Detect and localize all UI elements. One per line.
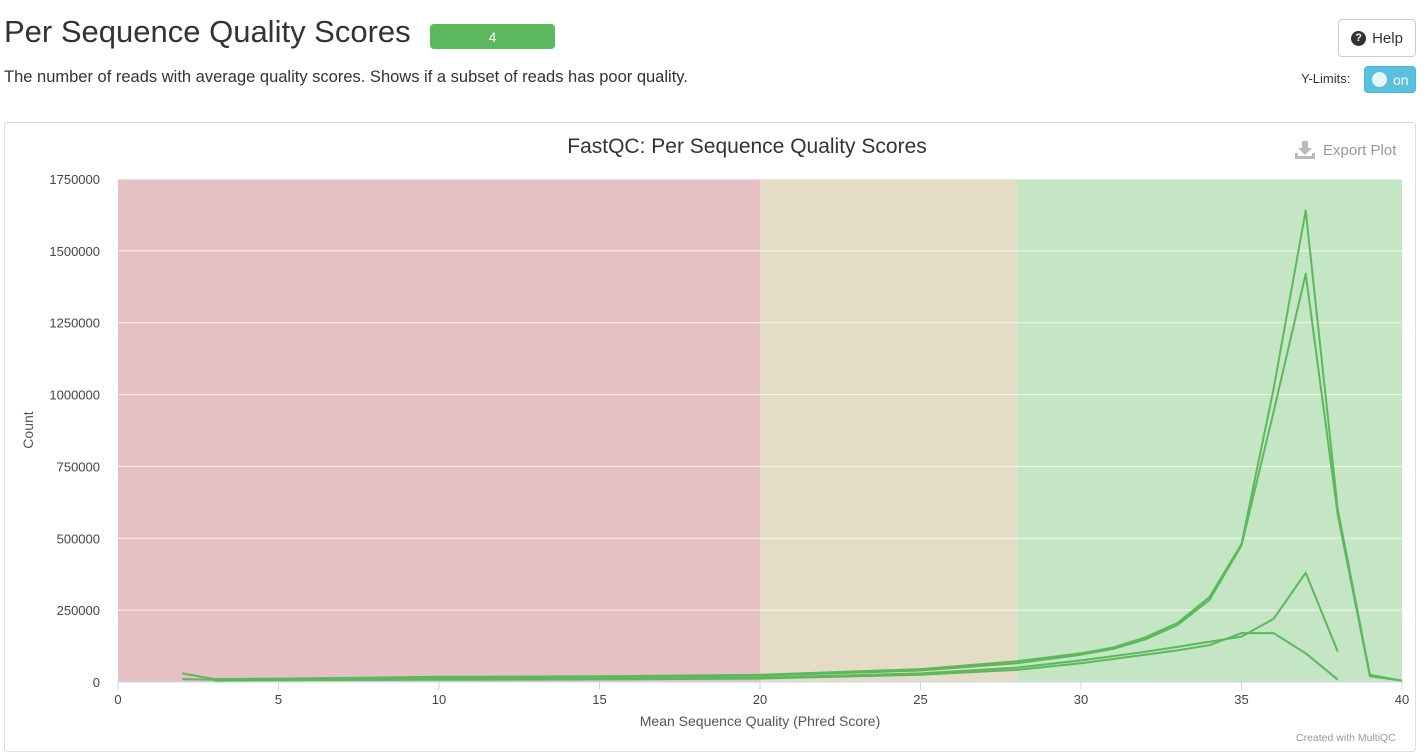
export-plot-label: Export Plot [1323, 141, 1397, 159]
x-tick-label: 25 [913, 692, 927, 707]
y-tick-label: 1500000 [49, 244, 100, 259]
chart-title: FastQC: Per Sequence Quality Scores [567, 135, 927, 158]
x-tick-label: 10 [432, 692, 446, 707]
question-circle-icon: ? [1351, 30, 1367, 46]
band-fail [118, 179, 760, 682]
x-tick-labels: 0 5 10 15 20 25 30 35 40 [114, 682, 1409, 707]
y-tick-label: 750000 [57, 459, 100, 474]
export-plot-button[interactable]: Export Plot [1294, 140, 1396, 160]
quality-bands [118, 179, 1402, 682]
x-tick-label: 30 [1074, 692, 1088, 707]
x-tick-label: 40 [1395, 692, 1409, 707]
x-tick-label: 35 [1234, 692, 1248, 707]
band-warn [760, 179, 1017, 682]
toggle-label: on [1393, 71, 1409, 88]
y-tick-label: 0 [93, 675, 100, 690]
ylimits-toggle[interactable]: on [1364, 66, 1416, 93]
y-tick-label: 1000000 [49, 388, 100, 403]
x-tick-label: 15 [592, 692, 606, 707]
x-tick-label: 5 [275, 692, 282, 707]
band-pass [1016, 179, 1402, 682]
y-tick-labels: 0 250000 500000 750000 1000000 1250000 1500000… [49, 172, 100, 690]
series-lines [182, 209, 1403, 682]
help-button[interactable]: ? Help [1338, 19, 1416, 57]
y-tick-label: 1750000 [49, 172, 100, 187]
x-tick-label: 0 [114, 692, 121, 707]
toggle-knob [1372, 72, 1387, 87]
x-axis-label: Mean Sequence Quality (Phred Score) [640, 713, 880, 729]
download-icon [1295, 141, 1315, 159]
status-badge: 4 [430, 24, 555, 49]
y-tick-label: 500000 [57, 531, 100, 546]
help-button-label: Help [1372, 29, 1403, 47]
page-title: Per Sequence Quality Scores [4, 14, 411, 49]
x-tick-label: 20 [753, 692, 767, 707]
series-line-4[interactable] [214, 632, 1339, 682]
section-description: The number of reads with average quality… [4, 68, 688, 86]
y-tick-label: 1250000 [49, 316, 100, 331]
y-axis-label: Count [20, 411, 36, 448]
multiqc-credit: Created with MultiQC [1296, 732, 1396, 744]
series-line-2[interactable] [182, 272, 1403, 682]
grid-lines [118, 178, 1402, 683]
y-tick-label: 250000 [57, 603, 100, 618]
ylimits-label: Y-Limits: [1301, 71, 1351, 86]
